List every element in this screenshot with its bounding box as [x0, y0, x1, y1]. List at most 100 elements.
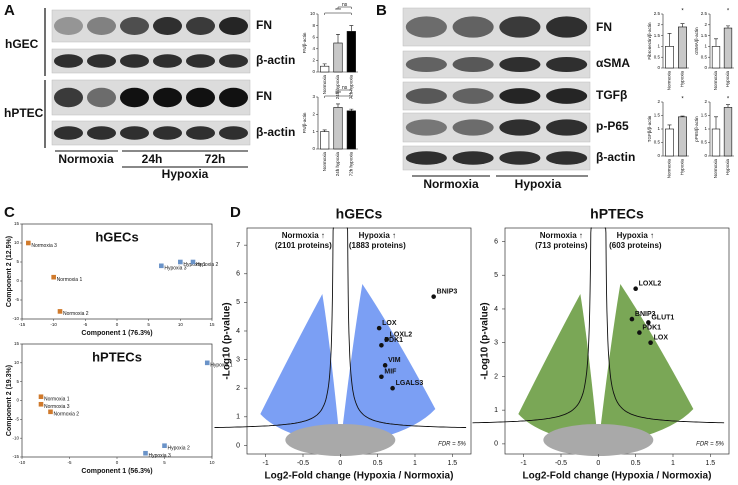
panel-label: A [4, 2, 15, 19]
blot-band [452, 88, 494, 104]
group-label: 24h [142, 152, 163, 166]
bar [723, 107, 733, 157]
blot-band [452, 56, 494, 73]
y-axis-label: FN/β-actin [302, 32, 307, 53]
blot-band [452, 151, 494, 165]
y-tick-label: -10 [12, 316, 19, 321]
panel-label: D [230, 204, 241, 221]
bar [333, 107, 343, 150]
x-tick-label: 1.5 [447, 460, 457, 467]
error-bar [726, 25, 730, 29]
fdr-curve [472, 227, 592, 424]
point [637, 330, 642, 335]
fdr-curve [214, 227, 334, 428]
point [143, 450, 148, 456]
plot-title: hGECs [336, 206, 383, 222]
significance-bracket [337, 6, 352, 9]
annotation: Hypoxia ↑ [617, 231, 654, 240]
point-label: Hypoxia 1 [183, 262, 205, 268]
y-tick-label: 1 [494, 407, 498, 414]
y-tick-label: 15 [14, 341, 20, 346]
y-tick-label: 1 [236, 414, 240, 421]
y-tick-label: 5 [16, 379, 19, 384]
blot-label: β-actin [256, 53, 295, 67]
blot-band [499, 88, 541, 104]
bar [665, 46, 674, 69]
x-tick-label: 1 [671, 460, 675, 467]
blot-label: αSMA [596, 56, 630, 70]
x-tick-label: -10 [19, 460, 26, 465]
x-tick-label: Hypoxia [725, 71, 730, 88]
x-tick-label: -5 [67, 460, 71, 465]
y-tick-label: 0.5 [701, 140, 708, 145]
significance: * [681, 9, 684, 15]
blot-band [499, 151, 541, 165]
x-tick-label: 0 [338, 460, 342, 467]
point-label: Normoxia 2 [63, 311, 89, 317]
blot-label: p-P65 [596, 119, 629, 133]
plot-title: hGECs [95, 229, 138, 244]
y-tick-label: 1.5 [654, 33, 661, 38]
annotation: (1883 proteins) [349, 241, 406, 250]
point [431, 294, 436, 299]
blot-band [546, 56, 588, 73]
y-tick-label: 0 [312, 69, 315, 74]
y-tick-label: 2 [657, 22, 660, 27]
y-tick-label: 0 [16, 278, 19, 283]
blot-band [405, 16, 447, 38]
plot-title: hPTECs [92, 349, 142, 364]
group-label: Normoxia [58, 152, 114, 166]
bar [665, 128, 674, 157]
point [376, 325, 382, 331]
point [159, 263, 164, 269]
blot-label: TGFβ [596, 88, 627, 102]
y-tick-label: 10 [14, 240, 20, 245]
error-bar [336, 34, 340, 43]
y-axis-label: -Log10 (p-value) [222, 302, 233, 379]
x-tick-label: Normoxia [667, 71, 672, 91]
y-tick-label: 6 [236, 271, 240, 278]
blot-band [405, 88, 447, 104]
y-tick-label: 5 [494, 272, 498, 279]
x-tick-label: 0 [116, 460, 119, 465]
point [26, 240, 31, 246]
error-bar [680, 115, 685, 117]
y-tick-label: 0 [657, 65, 660, 70]
fdr-curve [346, 227, 467, 428]
error-bar [322, 63, 327, 67]
y-tick-label: 2 [312, 112, 315, 117]
point-label: Normoxia 2 [54, 412, 80, 418]
blot-label: FN [596, 20, 612, 34]
y-tick-label: 8 [312, 23, 315, 28]
blot-band [185, 126, 216, 140]
blot-band [405, 56, 447, 73]
bar [678, 26, 687, 69]
y-tick-label: -5 [15, 417, 19, 422]
x-tick-label: Hypoxia [680, 71, 685, 88]
error-bar [336, 103, 340, 108]
blot-band [546, 119, 588, 136]
blot-band [86, 126, 117, 140]
x-tick-label: 1.5 [705, 460, 715, 467]
y-axis-label: TGFβ/β-actin [647, 115, 652, 142]
point [379, 342, 384, 348]
y-tick-label: 0.5 [654, 54, 661, 59]
significance-bracket [324, 95, 352, 98]
y-tick-label: 5 [16, 259, 19, 264]
significance: ns [342, 85, 348, 91]
blot-band [546, 151, 588, 165]
x-tick-label: Normoxia [322, 152, 327, 172]
significance: ns [342, 2, 348, 8]
x-tick-label: 1 [413, 460, 417, 467]
y-axis-label: FN/β-actin [302, 112, 307, 133]
point-label: LOXL2 [639, 281, 662, 288]
bar [723, 27, 733, 69]
y-tick-label: 3 [312, 94, 315, 99]
point-label: Normoxia 3 [44, 404, 70, 410]
point [646, 320, 651, 325]
blot-band [185, 54, 216, 68]
point-label: MIF [384, 369, 397, 376]
point-cloud [598, 284, 694, 446]
point [648, 340, 653, 345]
